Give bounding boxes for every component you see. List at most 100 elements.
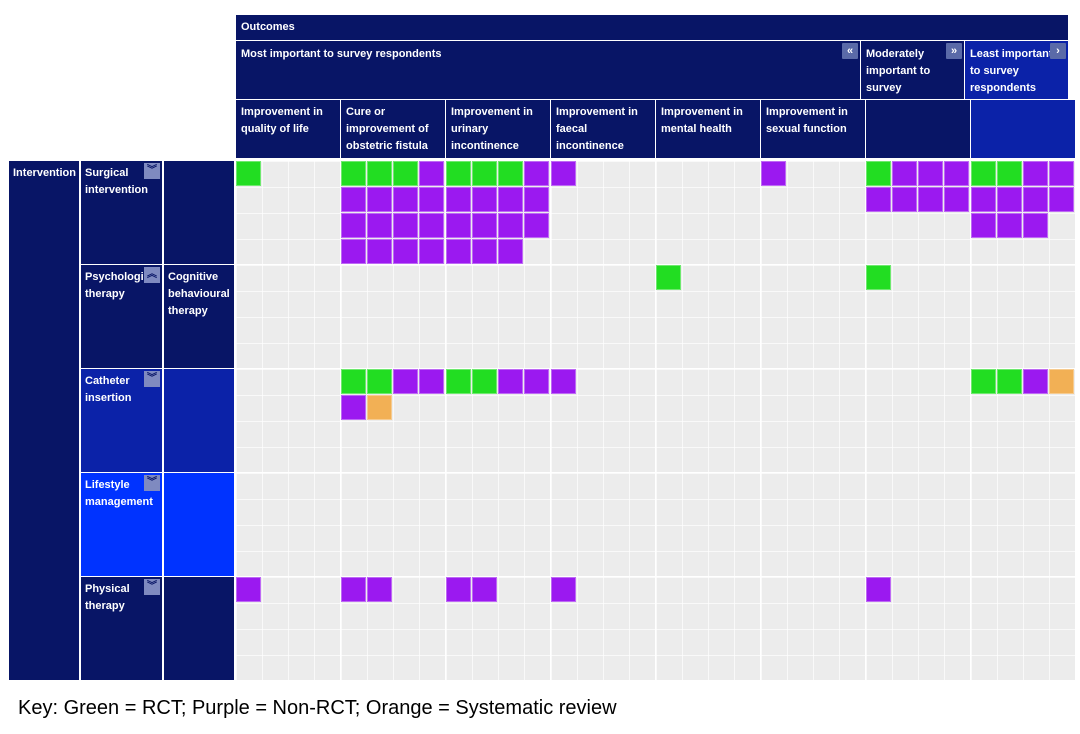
evidence-mark-non-rct[interactable] xyxy=(393,369,418,394)
evidence-mark-non-rct[interactable] xyxy=(1023,369,1048,394)
evidence-mark-rct[interactable] xyxy=(472,369,497,394)
row-header-2[interactable]: Catheter insertion ︾ xyxy=(81,369,162,472)
evidence-mark-non-rct[interactable] xyxy=(1049,187,1074,212)
evidence-mark-non-rct[interactable] xyxy=(551,577,576,602)
evidence-mark-non-rct[interactable] xyxy=(419,161,444,186)
grid-cell[interactable] xyxy=(866,161,970,264)
evidence-mark-rct[interactable] xyxy=(997,369,1022,394)
evidence-mark-non-rct[interactable] xyxy=(498,213,523,238)
evidence-mark-non-rct[interactable] xyxy=(892,187,917,212)
evidence-mark-non-rct[interactable] xyxy=(341,187,366,212)
chevron-down-icon[interactable]: ︾ xyxy=(144,371,160,387)
grid-cell[interactable] xyxy=(971,473,1075,576)
evidence-mark-non-rct[interactable] xyxy=(551,369,576,394)
evidence-mark-non-rct[interactable] xyxy=(944,187,969,212)
grid-cell[interactable] xyxy=(446,577,550,680)
evidence-mark-rct[interactable] xyxy=(472,161,497,186)
evidence-mark-non-rct[interactable] xyxy=(866,577,891,602)
scroll-right-icon[interactable]: › xyxy=(1050,43,1066,59)
grid-cell[interactable] xyxy=(656,369,760,472)
group-moderately-important[interactable]: Moderately important to survey responden… xyxy=(861,41,964,111)
grid-cell[interactable] xyxy=(866,265,970,368)
grid-cell[interactable] xyxy=(761,473,865,576)
grid-cell[interactable] xyxy=(551,265,655,368)
evidence-mark-rct[interactable] xyxy=(341,161,366,186)
evidence-mark-rct[interactable] xyxy=(446,161,471,186)
grid-cell[interactable] xyxy=(446,473,550,576)
grid-cell[interactable] xyxy=(341,577,445,680)
evidence-mark-non-rct[interactable] xyxy=(472,239,497,264)
evidence-mark-non-rct[interactable] xyxy=(498,369,523,394)
grid-cell[interactable] xyxy=(761,577,865,680)
evidence-mark-non-rct[interactable] xyxy=(524,213,549,238)
row-header-4[interactable]: Physical therapy ︾ xyxy=(81,577,162,680)
evidence-mark-non-rct[interactable] xyxy=(524,187,549,212)
expand-right-icon[interactable]: » xyxy=(946,43,962,59)
evidence-mark-non-rct[interactable] xyxy=(446,213,471,238)
evidence-mark-non-rct[interactable] xyxy=(419,369,444,394)
evidence-mark-non-rct[interactable] xyxy=(367,239,392,264)
grid-cell[interactable] xyxy=(551,161,655,264)
evidence-mark-non-rct[interactable] xyxy=(419,239,444,264)
grid-cell[interactable] xyxy=(341,473,445,576)
evidence-mark-non-rct[interactable] xyxy=(1023,161,1048,186)
grid-cell[interactable] xyxy=(971,265,1075,368)
evidence-mark-non-rct[interactable] xyxy=(1023,187,1048,212)
grid-cell[interactable] xyxy=(971,577,1075,680)
evidence-mark-systematic-review[interactable] xyxy=(1049,369,1074,394)
grid-cell[interactable] xyxy=(866,369,970,472)
evidence-mark-non-rct[interactable] xyxy=(971,213,996,238)
evidence-mark-non-rct[interactable] xyxy=(761,161,786,186)
evidence-mark-non-rct[interactable] xyxy=(1023,213,1048,238)
grid-cell[interactable] xyxy=(551,577,655,680)
evidence-mark-non-rct[interactable] xyxy=(393,187,418,212)
grid-cell[interactable] xyxy=(236,369,340,472)
grid-cell[interactable] xyxy=(236,265,340,368)
evidence-mark-non-rct[interactable] xyxy=(367,187,392,212)
evidence-mark-rct[interactable] xyxy=(997,161,1022,186)
grid-cell[interactable] xyxy=(551,473,655,576)
evidence-mark-non-rct[interactable] xyxy=(472,187,497,212)
evidence-mark-non-rct[interactable] xyxy=(446,239,471,264)
evidence-mark-rct[interactable] xyxy=(367,161,392,186)
grid-cell[interactable] xyxy=(341,265,445,368)
evidence-mark-non-rct[interactable] xyxy=(393,239,418,264)
grid-cell[interactable] xyxy=(446,369,550,472)
group-most-important[interactable]: Most important to survey respondents « xyxy=(236,41,860,99)
grid-cell[interactable] xyxy=(761,369,865,472)
evidence-mark-non-rct[interactable] xyxy=(524,369,549,394)
evidence-mark-rct[interactable] xyxy=(866,161,891,186)
grid-cell[interactable] xyxy=(236,161,340,264)
grid-cell[interactable] xyxy=(551,369,655,472)
evidence-mark-non-rct[interactable] xyxy=(997,213,1022,238)
evidence-mark-non-rct[interactable] xyxy=(1049,161,1074,186)
row-header-0[interactable]: Surgical intervention ︾ xyxy=(81,161,162,264)
evidence-mark-non-rct[interactable] xyxy=(498,187,523,212)
evidence-mark-non-rct[interactable] xyxy=(918,161,943,186)
grid-cell[interactable] xyxy=(761,265,865,368)
evidence-mark-non-rct[interactable] xyxy=(341,239,366,264)
row-header-1[interactable]: Psychological therapy ︽ xyxy=(81,265,162,368)
grid-cell[interactable] xyxy=(341,161,445,264)
grid-cell[interactable] xyxy=(656,265,760,368)
chevron-down-icon[interactable]: ︾ xyxy=(144,579,160,595)
evidence-mark-non-rct[interactable] xyxy=(367,213,392,238)
grid-cell[interactable] xyxy=(446,161,550,264)
evidence-mark-non-rct[interactable] xyxy=(419,187,444,212)
group-least-important[interactable]: Least important to survey respondents › xyxy=(965,41,1068,99)
evidence-mark-rct[interactable] xyxy=(971,161,996,186)
chevron-down-icon[interactable]: ︾ xyxy=(144,475,160,491)
grid-cell[interactable] xyxy=(971,161,1075,264)
evidence-mark-non-rct[interactable] xyxy=(446,187,471,212)
evidence-mark-non-rct[interactable] xyxy=(944,161,969,186)
grid-cell[interactable] xyxy=(236,473,340,576)
evidence-mark-non-rct[interactable] xyxy=(341,395,366,420)
evidence-mark-rct[interactable] xyxy=(866,265,891,290)
evidence-mark-non-rct[interactable] xyxy=(498,239,523,264)
evidence-mark-non-rct[interactable] xyxy=(997,187,1022,212)
evidence-mark-systematic-review[interactable] xyxy=(367,395,392,420)
chevron-up-icon[interactable]: ︽ xyxy=(144,267,160,283)
grid-cell[interactable] xyxy=(236,577,340,680)
evidence-mark-non-rct[interactable] xyxy=(341,213,366,238)
evidence-mark-non-rct[interactable] xyxy=(472,213,497,238)
